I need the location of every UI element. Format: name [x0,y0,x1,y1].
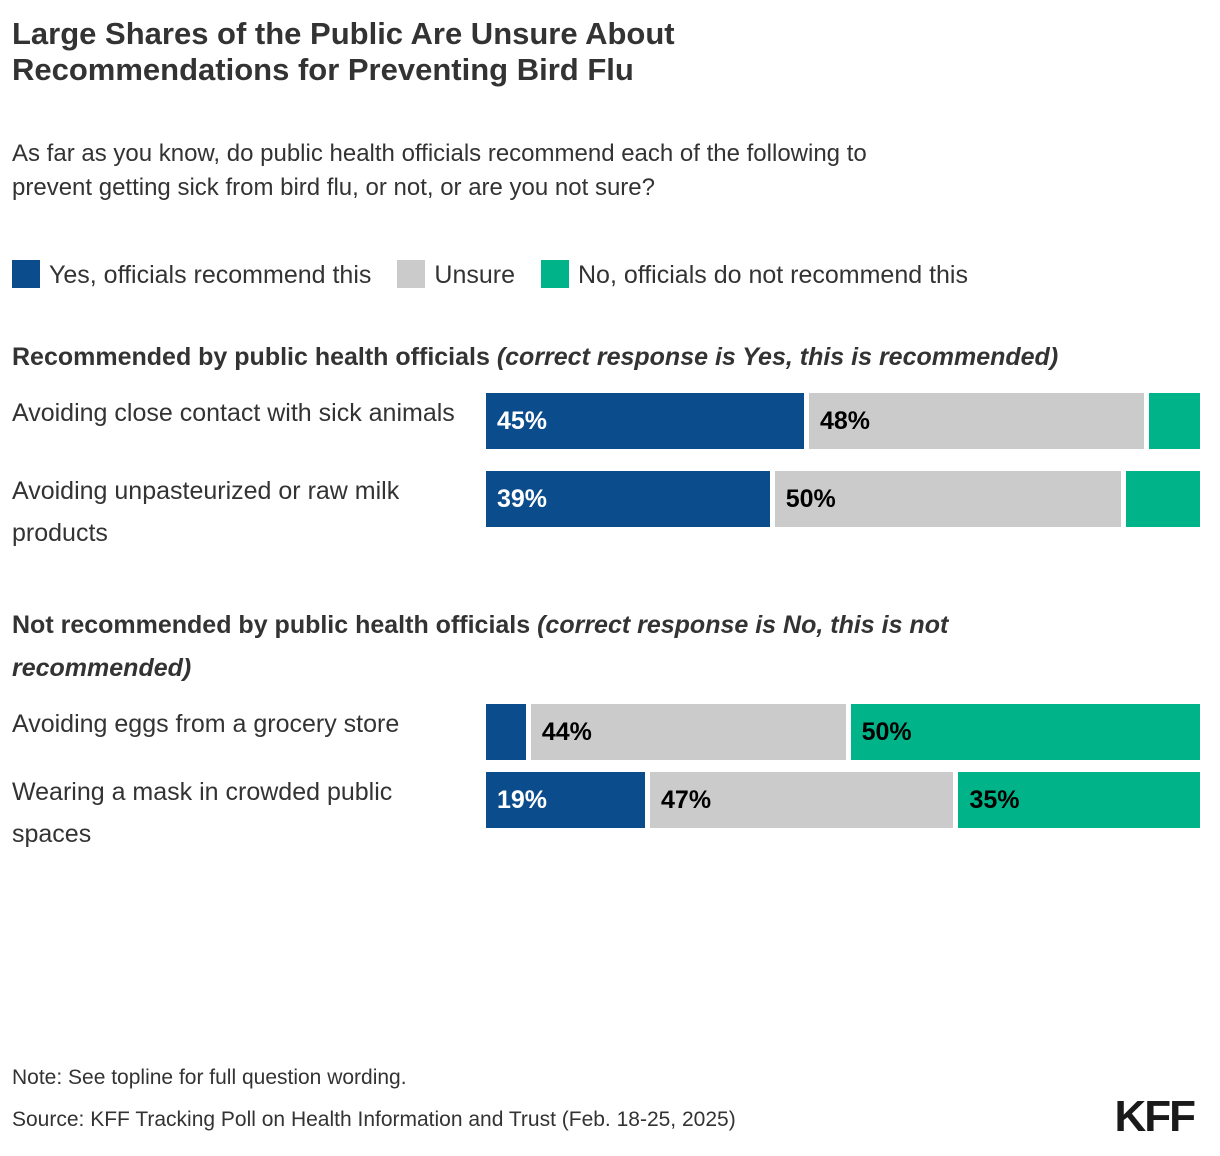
bar-segment-unsure: 50% [774,471,1122,528]
row-bars: 45% 48% [486,393,1200,450]
bar-segment-unsure: 47% [650,772,954,829]
bar-row: Avoiding unpasteurized or raw milk produ… [12,471,1200,554]
legend-label-no: No, officials do not recommend this [577,261,968,290]
legend-label-yes: Yes, officials recommend this [49,261,372,290]
bar-row: Avoiding close contact with sick animals… [12,393,1200,450]
segment-value-label: 19% [497,785,548,814]
legend-item-no: No, officials do not recommend this [540,260,968,290]
row-bars: 19% 47% 35% [486,772,1200,829]
segment-value-label: 50% [861,717,912,746]
group-heading: Recommended by public health officials (… [12,336,1132,379]
bar-segment-no: 35% [958,772,1200,829]
bar-segment-no: 50% [850,704,1200,761]
bar-segment-yes [486,704,526,761]
bar-segment-unsure: 48% [808,393,1145,450]
row-bars: 44% 50% [486,704,1200,761]
stacked-bar-chart: Recommended by public health officials (… [12,336,1200,855]
row-bars: 39% 50% [486,471,1200,528]
row-label: Avoiding close contact with sick animals [12,399,455,428]
legend-swatch-unsure-icon [397,260,426,289]
page-title: Large Shares of the Public Are Unsure Ab… [12,16,675,88]
group-heading-bold: Not recommended by public health officia… [12,611,531,640]
segment-value-label: 39% [497,484,548,513]
segment-value-label: 50% [785,484,836,513]
bar-row: Avoiding eggs from a grocery store 44% 50% [12,704,1200,761]
group-heading-italic: (correct response is No, this is not rec… [12,611,949,683]
legend-swatch-yes-icon [12,260,40,289]
group-heading: Not recommended by public health officia… [12,604,1132,690]
row-label: Avoiding unpasteurized or raw milk produ… [12,477,400,547]
bar-segment-yes: 45% [486,393,804,450]
segment-value-label: 35% [969,785,1020,814]
row-label: Wearing a mask in crowded public spaces [12,778,393,848]
kff-logo: KFF [1114,1092,1196,1141]
chart-subtitle: As far as you know, do public health off… [12,139,867,202]
bar-segment-yes: 19% [486,772,646,829]
bar-segment-yes: 39% [486,471,770,528]
bar-segment-unsure: 44% [530,704,846,761]
note-text: Note: See topline for full question word… [12,1066,407,1089]
legend-item-unsure: Unsure [397,260,515,290]
segment-value-label: 48% [819,406,870,435]
legend-swatch-no-icon [540,260,569,289]
chart-group-1: Recommended by public health officials (… [12,336,1200,554]
legend: Yes, officials recommend this Unsure No, o… [12,250,1012,300]
bar-segment-no [1126,471,1200,528]
legend-label-unsure: Unsure [434,261,515,290]
bar-row: Wearing a mask in crowded public spaces 1… [12,772,1200,855]
legend-item-yes: Yes, officials recommend this [12,260,372,290]
chart-card: Large Shares of the Public Are Unsure Ab… [0,16,1220,1156]
group-heading-italic: (correct response is Yes, this is recomm… [489,343,1059,372]
source-text: Source: KFF Tracking Poll on Health Info… [12,1108,736,1131]
segment-value-label: 44% [541,717,592,746]
row-label: Avoiding eggs from a grocery store [12,710,400,739]
group-heading-bold: Recommended by public health officials [12,343,490,372]
segment-value-label: 45% [497,406,548,435]
segment-value-label: 47% [661,785,712,814]
chart-group-2: Not recommended by public health officia… [12,604,1200,855]
bar-segment-no [1149,393,1200,450]
